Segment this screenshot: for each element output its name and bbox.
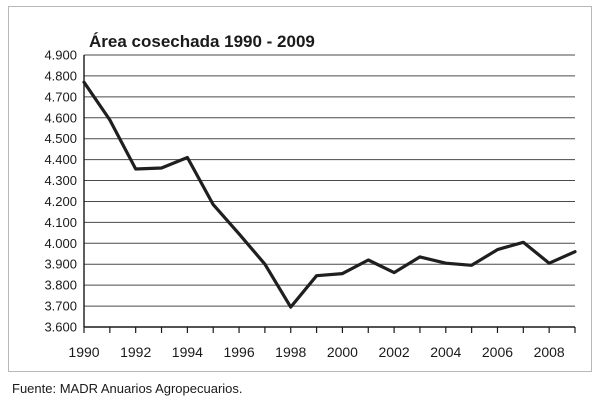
y-tick-label: 3.900 xyxy=(44,257,77,272)
grid-layer xyxy=(84,54,575,307)
y-tick-label: 4.700 xyxy=(44,89,77,104)
data-point xyxy=(547,261,551,265)
data-point xyxy=(418,255,422,259)
data-point xyxy=(186,156,189,159)
data-point xyxy=(160,166,163,170)
x-tick-label: 1998 xyxy=(275,344,306,360)
chart-frame: Área cosechada 1990 - 2009 3.600 3.700 3.8… xyxy=(8,6,592,372)
x-tick-label: 2008 xyxy=(534,344,565,360)
data-point xyxy=(237,232,241,236)
y-tick-label: 4.600 xyxy=(44,110,77,125)
line-chart: Área cosechada 1990 - 2009 3.600 3.700 3.8… xyxy=(44,32,577,361)
data-point xyxy=(444,261,447,265)
data-point xyxy=(289,305,292,309)
x-tick-label: 2004 xyxy=(430,344,461,360)
y-tick-label: 4.900 xyxy=(44,48,77,63)
data-point xyxy=(573,250,577,253)
label-layer: 3.600 3.700 3.800 3.900 4.000 4.100 4.200 4.300… xyxy=(44,48,564,361)
chart-title: Área cosechada 1990 - 2009 xyxy=(89,32,315,51)
data-point xyxy=(367,258,370,262)
y-tick-label: 4.300 xyxy=(44,173,77,188)
y-tick-label: 4.000 xyxy=(44,236,77,251)
x-tick-label: 2000 xyxy=(327,344,358,360)
data-point xyxy=(315,274,318,277)
y-tick-label: 4.400 xyxy=(44,152,77,167)
series-layer xyxy=(82,80,577,309)
data-point xyxy=(470,264,473,267)
x-tick-label: 1992 xyxy=(120,344,151,360)
data-point xyxy=(496,248,499,251)
x-tick-label: 2006 xyxy=(482,344,513,360)
data-point xyxy=(82,81,86,84)
data-point xyxy=(341,272,344,275)
x-tick-label: 2002 xyxy=(379,344,410,360)
data-point xyxy=(108,118,112,122)
axis-layer xyxy=(83,55,576,333)
y-tick-label: 3.800 xyxy=(44,278,77,293)
y-tick-label: 3.700 xyxy=(44,299,77,314)
data-point xyxy=(263,263,267,266)
data-point xyxy=(522,241,525,244)
source-note: Fuente: MADR Anuarios Agropecuarios. xyxy=(12,381,243,396)
series-line xyxy=(82,80,577,309)
y-tick-label: 4.500 xyxy=(44,131,77,146)
y-tick-label: 4.100 xyxy=(44,215,77,230)
data-point xyxy=(212,203,215,206)
x-tick-label: 1996 xyxy=(223,344,254,360)
y-tick-label: 4.200 xyxy=(44,194,77,209)
x-tick-label: 1990 xyxy=(68,344,99,360)
y-tick-label: 4.800 xyxy=(44,68,77,83)
y-tick-label: 3.600 xyxy=(44,320,77,335)
x-tick-label: 1994 xyxy=(172,344,203,360)
data-point xyxy=(392,271,396,274)
data-point xyxy=(134,167,137,171)
